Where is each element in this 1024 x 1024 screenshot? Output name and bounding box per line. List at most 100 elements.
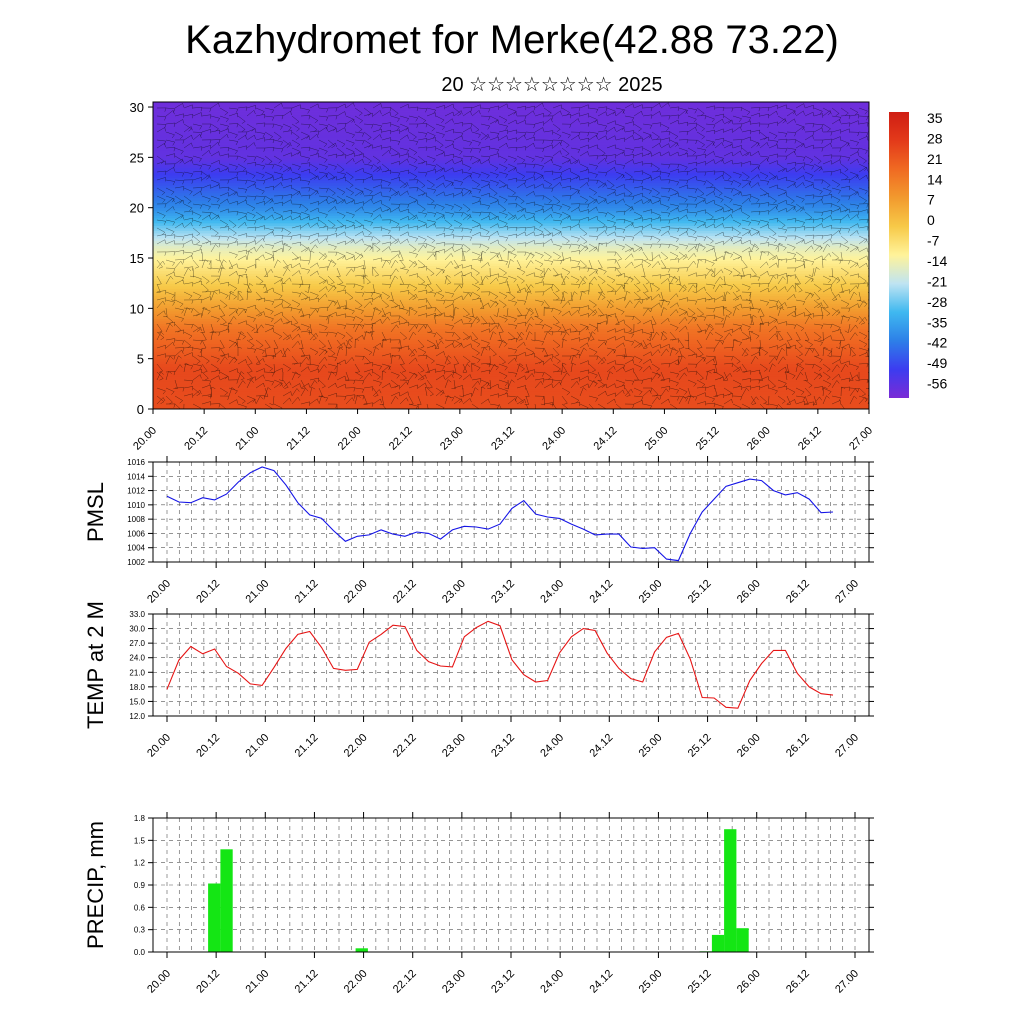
wind-barb — [561, 113, 571, 117]
wind-barb-flag — [740, 191, 742, 196]
wind-barb — [669, 142, 678, 149]
wind-barb — [651, 131, 660, 138]
wind-barb-flag — [605, 135, 607, 140]
wind-barb — [426, 123, 435, 129]
wind-barb — [561, 167, 571, 173]
wind-barb — [363, 144, 373, 149]
wind-barb-flag — [515, 111, 517, 116]
wind-barb — [192, 155, 202, 159]
wind-barb-flag — [161, 192, 165, 196]
wind-barb-flag — [425, 108, 428, 113]
wind-barb — [408, 163, 418, 168]
wind-barb — [732, 171, 742, 176]
wind-barb — [399, 182, 408, 189]
wind-barb-flag — [642, 186, 644, 191]
wind-barb-flag — [720, 199, 724, 203]
wind-barb — [561, 131, 571, 136]
wind-barb — [435, 131, 445, 135]
wind-barb-flag — [821, 127, 823, 132]
wind-barb — [255, 122, 265, 125]
wind-barb-flag — [452, 143, 454, 149]
wind-barb — [651, 111, 660, 117]
wind-barb — [507, 163, 517, 168]
wind-barb — [327, 128, 337, 133]
wind-barb — [750, 174, 759, 181]
wind-barb — [714, 142, 723, 149]
wind-barb-flag — [164, 203, 167, 208]
wind-barb-flag — [376, 161, 381, 164]
wind-barb-flag — [876, 236, 878, 240]
wind-barb-flag — [533, 110, 535, 115]
wind-barb-flag — [326, 108, 329, 113]
wind-barb — [354, 131, 364, 134]
wind-barb — [723, 119, 733, 125]
wind-barb-flag — [560, 172, 563, 177]
wind-barb — [795, 126, 804, 133]
wind-barb — [246, 128, 256, 133]
wind-barb-flag — [484, 137, 489, 140]
wind-barb-flag — [784, 118, 787, 123]
wind-barb-flag — [335, 107, 338, 112]
wind-barb-flag — [489, 146, 491, 151]
wind-barb-flag — [560, 110, 562, 115]
wind-barb-flag — [701, 128, 705, 132]
wind-barb — [543, 144, 553, 149]
wind-barb-flag — [236, 191, 238, 196]
wind-barb-flag — [503, 120, 508, 124]
wind-barb — [606, 120, 616, 125]
wind-barb-flag — [470, 156, 473, 161]
wind-barb — [723, 128, 733, 133]
wind-barb — [345, 171, 354, 178]
wind-barb-flag — [559, 142, 562, 147]
wind-barb — [255, 155, 265, 160]
heatmap-band — [153, 393, 869, 398]
wind-barb — [633, 137, 643, 141]
wind-barb — [489, 171, 499, 176]
wind-barb-flag — [738, 183, 742, 187]
wind-barb-flag — [451, 182, 454, 187]
wind-barb-flag — [876, 156, 878, 160]
wind-barb-flag — [389, 188, 392, 192]
wind-barb — [777, 118, 786, 125]
wind-barb-flag — [722, 175, 724, 180]
wind-barb — [840, 163, 849, 170]
wind-barb-flag — [488, 116, 491, 121]
wind-barb — [300, 155, 310, 159]
wind-barb-flag — [782, 120, 786, 124]
wind-barb — [705, 129, 715, 133]
wind-barb-flag — [513, 158, 517, 163]
wind-barb-flag — [407, 127, 409, 132]
wind-barb-flag — [631, 149, 635, 154]
wind-barb — [237, 106, 247, 109]
wind-barb — [552, 176, 562, 181]
wind-barb-flag — [470, 127, 472, 132]
wind-barb — [444, 182, 453, 189]
wind-barb-flag — [291, 178, 293, 183]
wind-barb-flag — [676, 181, 680, 186]
wind-barb — [435, 147, 445, 152]
wind-barb-flag — [614, 167, 616, 172]
wind-barb-flag — [496, 133, 500, 138]
wind-barb-flag — [227, 179, 230, 184]
wind-barb — [309, 175, 319, 181]
wind-barb — [183, 134, 192, 141]
heatmap-band — [153, 278, 869, 282]
wind-barb-flag — [550, 157, 554, 161]
wind-barb — [552, 163, 562, 168]
wind-barb-flag — [709, 184, 714, 188]
wind-barb-flag — [870, 299, 874, 300]
wind-barb — [390, 187, 399, 194]
wind-barb — [201, 195, 211, 200]
wind-barb — [210, 160, 220, 165]
wind-barb-flag — [206, 176, 210, 180]
wind-barb-flag — [839, 147, 842, 152]
wind-barb-flag — [757, 174, 760, 179]
wind-barb — [291, 171, 301, 176]
wind-barb — [228, 123, 239, 125]
heatmap-band — [153, 363, 869, 367]
wind-barb — [156, 143, 165, 149]
wind-barb-flag — [604, 158, 607, 163]
wind-barb-flag — [792, 110, 796, 115]
wind-barb-flag — [488, 108, 491, 113]
wind-barb — [408, 171, 418, 177]
